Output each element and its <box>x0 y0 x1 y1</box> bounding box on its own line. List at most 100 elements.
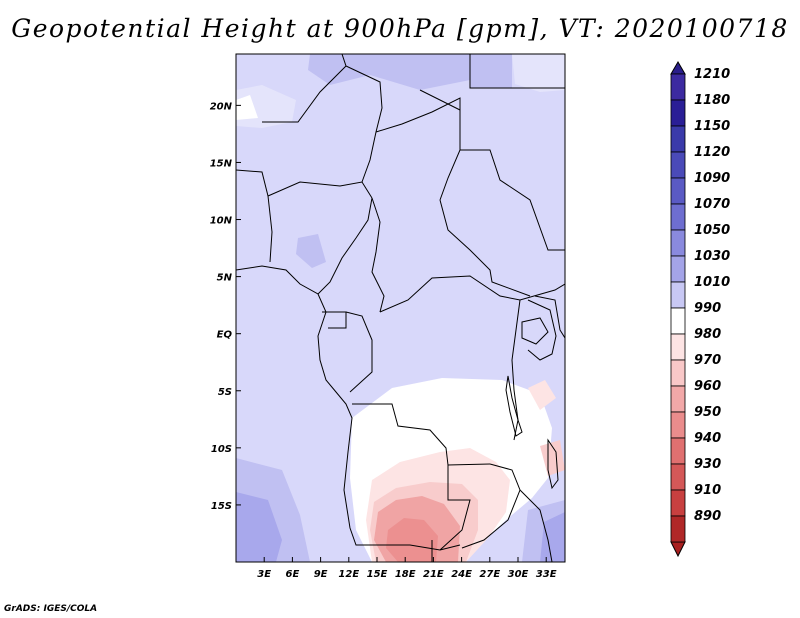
lat-label: EQ <box>217 330 233 341</box>
field-top-dark <box>308 54 470 90</box>
border-libya-sudan <box>419 89 461 111</box>
longitude-axis: 3E 6E 9E 12E 15E 18E 21E 24E 27E 30E 33E <box>257 557 557 580</box>
border-libya-egypt <box>460 54 565 89</box>
border-drc-east <box>511 299 521 441</box>
lon-label: 12E <box>338 569 359 580</box>
colorbar-top-arrow <box>670 61 686 75</box>
lake-malawi <box>547 438 559 490</box>
lat-label: 20N <box>210 101 233 112</box>
lon-label: 24E <box>451 569 472 580</box>
colorbar-swatch <box>670 203 686 231</box>
colorbar-label: 930 <box>694 457 721 472</box>
field-ne-light <box>512 54 565 92</box>
colorbar: 1210 1180 1150 1120 1090 1070 1050 1030 1010 990 9… <box>670 61 730 558</box>
lon-label: 30E <box>508 569 529 580</box>
colorbar-bottom-arrow <box>670 541 686 558</box>
border-sahel-east <box>460 149 565 251</box>
border-uganda-kenya <box>534 295 565 339</box>
colorbar-swatch <box>670 177 686 205</box>
lon-label: 15E <box>367 569 388 580</box>
map-frame <box>235 53 566 563</box>
lon-label: 27E <box>479 569 500 580</box>
lat-label: 5N <box>217 273 233 284</box>
border-niger-chad <box>375 97 461 201</box>
border-nigeria-east <box>317 197 373 295</box>
border-chad-sudan <box>439 199 531 297</box>
colorbar-swatch <box>670 229 686 257</box>
colorbar-label: 890 <box>694 509 721 524</box>
colorbar-label: 990 <box>694 301 721 316</box>
border-mozambique <box>519 489 553 562</box>
colorbar-swatch <box>670 281 686 309</box>
colorbar-label: 980 <box>694 327 721 342</box>
coast-east-lakes <box>527 299 557 361</box>
colorbar-swatch <box>670 151 686 179</box>
grads-credit: GrADS: IGES/COLA <box>4 604 98 614</box>
border-nigeria-west <box>267 195 273 263</box>
colorbar-swatch <box>670 411 686 439</box>
field-se-darker <box>540 512 565 562</box>
colorbar-label: 1120 <box>694 145 730 160</box>
colorbar-label: 970 <box>694 353 721 368</box>
colorbar-swatch <box>670 73 686 101</box>
border-nigeria-north <box>267 181 373 199</box>
lat-label: 15N <box>210 158 233 169</box>
border-north-west <box>236 169 269 197</box>
lat-label: 10N <box>210 216 233 227</box>
colorbar-label: 1050 <box>694 223 730 238</box>
lake-tanganyika <box>505 375 523 437</box>
latitude-axis: 20N 15N 10N 5N EQ 5S 10S 15S <box>210 101 241 512</box>
colorbar-label: 940 <box>694 431 721 446</box>
colorbar-swatch <box>670 99 686 127</box>
lon-label: 18E <box>395 569 416 580</box>
colorbar-label: 1070 <box>694 197 730 212</box>
field-east-pink <box>528 380 556 410</box>
border-cameroon-chad <box>371 197 385 313</box>
lake-victoria <box>521 317 549 345</box>
colorbar-label: 1150 <box>694 119 730 134</box>
country-borders <box>236 54 565 562</box>
colorbar-label: 1010 <box>694 275 730 290</box>
colorbar-swatch <box>670 437 686 465</box>
colorbar-swatch <box>670 359 686 387</box>
colorbar-swatch <box>670 489 686 517</box>
colorbar-swatch <box>670 515 686 543</box>
lon-label: 33E <box>536 569 557 580</box>
colorbar-swatch <box>670 385 686 413</box>
colorbar-swatch <box>670 125 686 153</box>
colorbar-swatch <box>670 463 686 491</box>
field-top-dark-right <box>470 54 512 88</box>
colorbar-label: 1090 <box>694 171 730 186</box>
coast-west-africa <box>236 265 461 551</box>
lat-label: 10S <box>211 444 232 455</box>
border-car-south <box>379 275 565 313</box>
lon-label: 21E <box>423 569 444 580</box>
lat-label: 5S <box>218 387 232 398</box>
field-tz-pink <box>540 440 565 476</box>
border-zambia-east <box>461 463 521 549</box>
field-nw-white <box>236 95 258 120</box>
lat-label: 15S <box>211 501 232 512</box>
field-south-pink4 <box>386 518 438 562</box>
colorbar-label: 960 <box>694 379 721 394</box>
border-mali-niger <box>262 65 347 123</box>
colorbar-label: 950 <box>694 405 721 420</box>
height-field <box>236 54 565 562</box>
field-sw-darker <box>236 492 282 562</box>
colorbar-swatch <box>670 255 686 283</box>
lon-label: 9E <box>314 569 328 580</box>
colorbar-label: 910 <box>694 483 721 498</box>
border-congo-drc <box>345 311 373 393</box>
lon-label: 6E <box>286 569 300 580</box>
colorbar-swatch <box>670 307 686 335</box>
colorbar-label: 1030 <box>694 249 730 264</box>
lon-label: 3E <box>257 569 271 580</box>
colorbar-swatch <box>670 333 686 361</box>
border-gabon <box>322 311 347 329</box>
colorbar-label: 1210 <box>694 67 730 82</box>
colorbar-label: 1180 <box>694 93 730 108</box>
map-title: Geopotential Height at 900hPa [gpm], VT:… <box>11 14 789 43</box>
border-angola-zambia <box>439 465 471 551</box>
field-blob-nigeria <box>296 234 326 268</box>
